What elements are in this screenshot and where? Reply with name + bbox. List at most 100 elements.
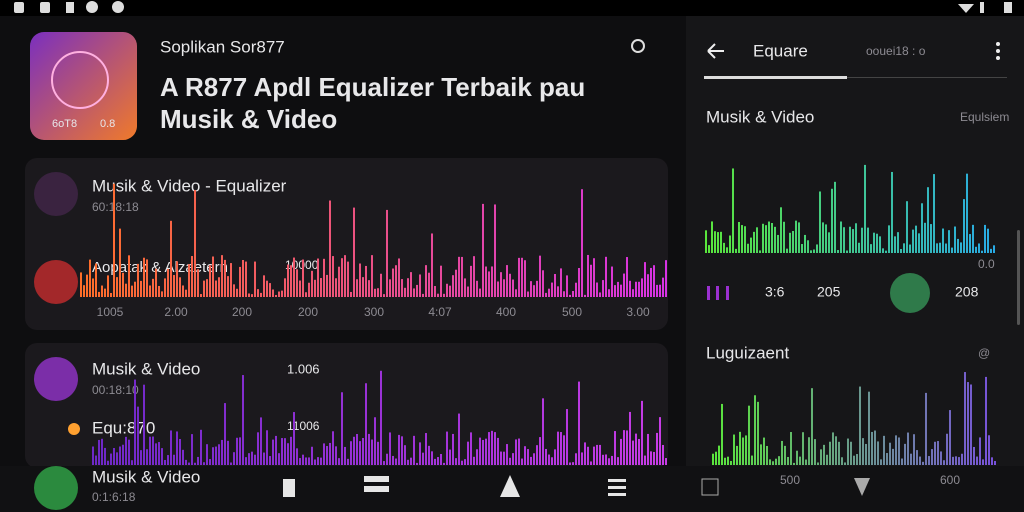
spectrum-bar bbox=[263, 275, 265, 297]
spectrum-bar bbox=[994, 460, 996, 465]
spectrum-bar bbox=[560, 268, 562, 297]
spectrum-bar bbox=[350, 441, 352, 465]
spectrum-bar bbox=[548, 454, 550, 465]
spectrum-bar bbox=[783, 221, 785, 253]
spectrum-bar bbox=[188, 264, 190, 297]
spectrum-bar bbox=[765, 225, 767, 253]
spectrum-bar bbox=[742, 437, 744, 465]
card-icon bbox=[34, 357, 78, 401]
panel-section: Musik & Video bbox=[706, 107, 814, 126]
spectrum-bar bbox=[338, 266, 340, 297]
spectrum-bar bbox=[850, 441, 852, 465]
search-icon[interactable] bbox=[631, 39, 645, 53]
spectrum-bar bbox=[362, 277, 364, 297]
spectrum-bar bbox=[584, 442, 586, 465]
spectrum-bar bbox=[206, 279, 208, 297]
spectrum-bar bbox=[506, 444, 508, 465]
control-label: 208 bbox=[955, 284, 979, 300]
spectrum-bar bbox=[395, 265, 397, 297]
spectrum-bar bbox=[218, 277, 220, 297]
spectrum-bar bbox=[831, 188, 833, 253]
spectrum-bar bbox=[928, 456, 930, 465]
axis-label: 200 bbox=[298, 305, 318, 319]
spectrum-bar bbox=[167, 268, 169, 297]
spectrum-bar bbox=[443, 293, 445, 297]
spectrum-bar bbox=[134, 281, 136, 297]
spectrum-bar bbox=[981, 250, 983, 253]
nav-icons[interactable] bbox=[283, 475, 870, 497]
spectrum-bar bbox=[143, 384, 145, 465]
spectrum-bar bbox=[617, 457, 619, 465]
spectrum-bar bbox=[299, 280, 301, 297]
axis-label: 4:07 bbox=[428, 305, 452, 319]
spectrum-bar bbox=[870, 244, 872, 253]
spectrum-bar bbox=[825, 224, 827, 253]
spectrum-bar bbox=[599, 444, 601, 465]
spectrum-bar bbox=[720, 231, 722, 253]
spectrum-bar bbox=[602, 454, 604, 465]
spectrum-bar bbox=[889, 442, 891, 465]
spectrum-bar bbox=[101, 438, 103, 465]
spectrum-bar bbox=[473, 256, 475, 297]
spectrum-bar bbox=[407, 278, 409, 297]
spectrum-bar bbox=[344, 255, 346, 297]
spectrum-bar bbox=[290, 265, 292, 297]
card-icon bbox=[34, 172, 78, 216]
spectrum-bar bbox=[188, 462, 190, 465]
spectrum-bar bbox=[969, 234, 971, 253]
spectrum-bar bbox=[584, 294, 586, 297]
spectrum-bar bbox=[209, 459, 211, 465]
panel-tab[interactable]: Equare bbox=[753, 41, 808, 60]
spectrum-bar bbox=[110, 292, 112, 297]
spectrum-bar bbox=[979, 437, 981, 465]
spectrum-bar bbox=[410, 457, 412, 465]
spectrum-bar bbox=[724, 457, 726, 465]
icon-label: 6oT8 bbox=[52, 118, 77, 130]
spectrum-bar bbox=[356, 279, 358, 297]
spectrum-bar bbox=[488, 432, 490, 465]
spectrum-bar bbox=[771, 222, 773, 253]
spectrum-bar bbox=[774, 226, 776, 253]
spectrum-bar bbox=[745, 435, 747, 465]
play-button[interactable] bbox=[890, 273, 930, 313]
spectrum-bar bbox=[751, 455, 753, 465]
spectrum-bar bbox=[777, 234, 779, 253]
spectrum-bar bbox=[413, 288, 415, 297]
spectrum-bar bbox=[732, 168, 734, 253]
menu-button[interactable] bbox=[996, 42, 1000, 60]
spectrum-bar bbox=[924, 222, 926, 253]
spectrum-bar bbox=[248, 453, 250, 465]
app-icon[interactable] bbox=[30, 32, 137, 140]
spectrum-bar bbox=[841, 457, 843, 465]
spectrum-bar bbox=[269, 456, 271, 465]
spectrum-bar bbox=[365, 383, 367, 465]
spectrum-bar bbox=[780, 207, 782, 253]
spectrum-bar bbox=[125, 436, 127, 465]
spectrum-bar bbox=[179, 438, 181, 465]
spectrum-bar bbox=[876, 233, 878, 253]
spectrum-bar bbox=[922, 461, 924, 465]
spectrum-bar bbox=[230, 263, 232, 297]
spectrum-bar bbox=[789, 232, 791, 253]
spectrum-bar bbox=[560, 432, 562, 465]
spectrum-bar bbox=[377, 441, 379, 465]
spectrum-bar bbox=[955, 456, 957, 465]
spectrum-bar bbox=[344, 446, 346, 465]
spectrum-bar bbox=[807, 240, 809, 253]
spectrum-bar bbox=[107, 275, 109, 297]
card[interactable] bbox=[25, 343, 668, 468]
spectrum-bar bbox=[942, 228, 944, 253]
spectrum-bar bbox=[413, 435, 415, 465]
spectrum-bar bbox=[819, 191, 821, 253]
spectrum-bar bbox=[563, 291, 565, 297]
spectrum-bar bbox=[659, 284, 661, 297]
back-button[interactable] bbox=[707, 43, 724, 59]
spectrum-bar bbox=[359, 263, 361, 297]
spectrum-bar bbox=[305, 457, 307, 465]
spectrum-bar bbox=[886, 453, 888, 465]
spectrum-bar bbox=[662, 277, 664, 297]
spectrum-bar bbox=[185, 289, 187, 297]
spectrum-bar bbox=[763, 437, 765, 465]
spectrum-bar bbox=[736, 445, 738, 465]
spectrum-bar bbox=[554, 273, 556, 297]
